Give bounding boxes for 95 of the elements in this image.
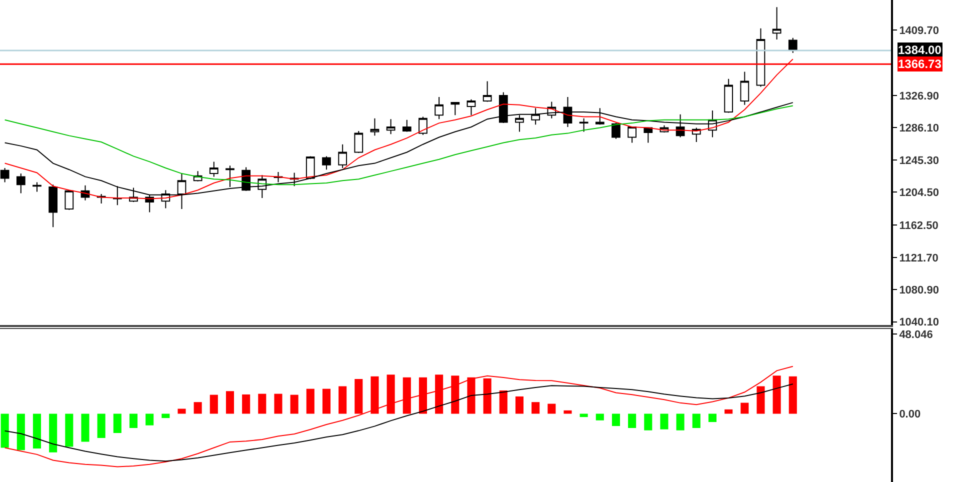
bar — [146, 414, 154, 426]
y-tick-label: 1204.50 — [899, 186, 939, 199]
candlestick — [579, 118, 588, 132]
bar — [274, 394, 282, 414]
bar — [32, 414, 42, 448]
candlestick — [756, 28, 766, 88]
bar — [242, 394, 250, 414]
candlestick — [338, 144, 348, 169]
bar — [532, 402, 540, 414]
y-tick-label: 1080.90 — [899, 284, 939, 296]
bar — [435, 374, 444, 414]
bar — [113, 414, 122, 433]
bar — [258, 394, 266, 414]
candlestick — [209, 161, 218, 178]
bar — [210, 394, 218, 414]
bar — [548, 404, 556, 414]
bar — [306, 388, 314, 414]
candlestick — [386, 118, 396, 135]
candlestick — [628, 126, 636, 144]
bar — [49, 414, 58, 452]
line-series — [4, 383, 794, 462]
candlestick — [48, 184, 58, 228]
candlestick — [226, 165, 234, 188]
bar — [772, 376, 781, 414]
bar — [402, 377, 411, 414]
bar — [564, 410, 572, 414]
candlestick — [740, 71, 750, 106]
bar — [97, 414, 106, 438]
bar — [290, 394, 298, 414]
bar — [467, 377, 476, 414]
bar — [580, 414, 588, 418]
y-tick-label: 1162.50 — [899, 220, 938, 232]
candlestick — [370, 118, 380, 136]
y-tick-label: 48.046 — [899, 328, 933, 341]
bar — [612, 414, 620, 426]
bar — [226, 391, 234, 414]
candlestick — [724, 78, 733, 114]
y-tick-label: 1286.10 — [899, 122, 939, 135]
candlestick — [64, 190, 74, 210]
bar — [676, 414, 684, 430]
candlestick — [434, 96, 444, 120]
candlestick — [612, 122, 620, 140]
bar — [515, 396, 524, 414]
bar — [660, 414, 668, 430]
bar — [788, 376, 797, 414]
candlestick — [466, 98, 476, 116]
candlestick — [306, 156, 315, 180]
candlestick — [482, 80, 492, 102]
candlestick — [0, 168, 10, 183]
y-tick-label: 1326.90 — [899, 90, 939, 102]
y-tick-label: 1121.70 — [899, 252, 938, 264]
candlestick — [354, 130, 364, 154]
bar — [354, 379, 363, 414]
candlestick — [32, 182, 42, 192]
bar — [451, 376, 460, 414]
y-tick-label: 0.00 — [899, 408, 921, 421]
bar — [0, 414, 9, 448]
bar — [724, 409, 733, 414]
candlestick — [418, 116, 428, 136]
ref-line-label: 1366.73 — [898, 57, 942, 71]
y-tick-label: 1409.70 — [899, 25, 939, 38]
bar — [129, 414, 138, 428]
bar — [338, 386, 347, 414]
bar — [644, 414, 652, 430]
bar — [65, 414, 74, 447]
bar — [708, 414, 716, 422]
candlestick — [450, 102, 460, 116]
candlestick — [515, 114, 524, 132]
bar — [81, 414, 90, 442]
candlestick — [16, 173, 26, 194]
bar — [370, 376, 379, 414]
ref-line-label: 1384.00 — [898, 43, 942, 57]
candlestick — [322, 156, 331, 170]
bar — [740, 402, 749, 414]
bar — [483, 378, 492, 414]
candlestick — [595, 108, 604, 126]
bar — [162, 414, 170, 418]
bar — [386, 374, 395, 414]
line-series — [4, 366, 794, 468]
candlestick — [531, 108, 540, 126]
candlestick — [402, 119, 412, 132]
bar — [756, 386, 765, 414]
bar — [322, 388, 331, 414]
candlestick — [772, 6, 782, 40]
bar — [628, 414, 636, 428]
bar — [16, 414, 25, 450]
bar — [194, 402, 202, 414]
bar — [692, 414, 700, 428]
bar — [178, 408, 186, 414]
bar — [596, 414, 604, 420]
bar — [418, 377, 427, 414]
candlestick — [676, 114, 685, 138]
bar — [499, 390, 508, 414]
y-tick-label: 1040.10 — [899, 316, 939, 329]
y-tick-label: 1245.30 — [899, 154, 939, 167]
